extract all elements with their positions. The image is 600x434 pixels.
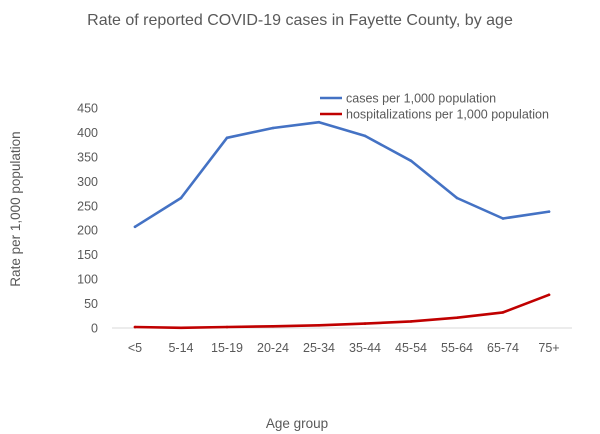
x-tick-label: 20-24 — [257, 341, 289, 355]
data-point — [363, 322, 367, 325]
x-tick-label: 75+ — [538, 341, 559, 355]
y-tick-label: 400 — [77, 126, 98, 140]
y-tick-label: 50 — [84, 297, 98, 311]
data-point — [133, 225, 137, 229]
y-tick-label: 250 — [77, 199, 98, 213]
data-point — [455, 196, 459, 200]
legend: cases per 1,000 population hospitalizatio… — [320, 92, 549, 122]
data-point — [547, 210, 551, 213]
legend-label: hospitalizations per 1,000 population — [346, 108, 549, 122]
data-point — [179, 196, 183, 200]
y-tick-label: 300 — [77, 175, 98, 189]
legend-label: cases per 1,000 population — [346, 92, 496, 106]
data-point — [363, 134, 367, 138]
data-point — [271, 126, 275, 130]
x-axis-title: Age group — [266, 416, 328, 431]
data-point — [547, 293, 551, 297]
x-tick-labels: <5 5-14 15-19 20-24 25-34 35-44 45-54 55-64 65-7… — [128, 341, 560, 355]
data-point — [225, 136, 229, 140]
y-tick-label: 150 — [77, 248, 98, 262]
x-tick-label: 65-74 — [487, 341, 519, 355]
x-tick-label: 55-64 — [441, 341, 473, 355]
y-tick-labels: 0 50 100 150 200 250 300 350 400 450 — [77, 102, 98, 336]
y-tick-label: 200 — [77, 224, 98, 238]
y-tick-label: 450 — [77, 102, 98, 116]
x-tick-label: 45-54 — [395, 341, 427, 355]
data-point — [317, 324, 321, 327]
data-point — [409, 320, 413, 323]
chart-title: Rate of reported COVID-19 cases in Fayet… — [87, 12, 513, 29]
data-point — [501, 311, 505, 314]
data-point — [409, 159, 413, 163]
series-line-0 — [133, 120, 551, 229]
data-point — [317, 120, 321, 124]
series-line-1 — [133, 293, 551, 330]
data-point — [501, 217, 505, 220]
y-tick-label: 100 — [77, 273, 98, 287]
x-tick-label: <5 — [128, 341, 142, 355]
x-tick-label: 5-14 — [168, 341, 193, 355]
series-lines — [133, 120, 551, 330]
x-tick-label: 15-19 — [211, 341, 243, 355]
y-tick-label: 0 — [91, 322, 98, 336]
data-point — [179, 326, 183, 330]
y-tick-label: 350 — [77, 150, 98, 164]
data-point — [133, 325, 137, 329]
data-point — [455, 316, 459, 320]
data-point — [271, 324, 275, 328]
data-point — [225, 325, 229, 329]
x-tick-label: 35-44 — [349, 341, 381, 355]
y-axis-title: Rate per 1,000 population — [8, 131, 23, 286]
x-tick-label: 25-34 — [303, 341, 335, 355]
